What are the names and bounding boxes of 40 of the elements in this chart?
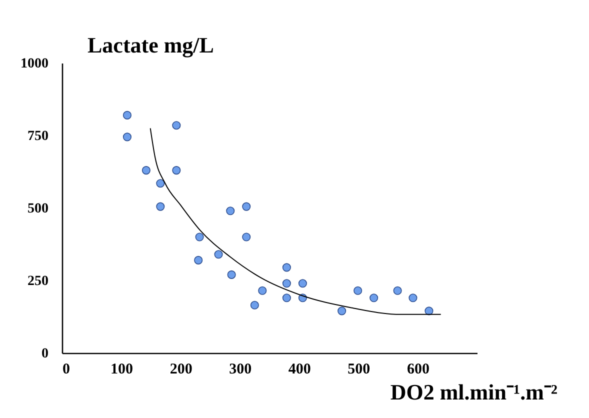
x-tick-label: 500: [348, 362, 370, 378]
point: [258, 286, 267, 295]
point: [142, 166, 150, 175]
point: [156, 179, 165, 188]
x-tick-label: 100: [110, 362, 134, 378]
point: [298, 279, 307, 288]
point: [338, 306, 346, 316]
point: [122, 110, 132, 120]
point: [156, 202, 165, 211]
x-tick-label: 0: [62, 362, 70, 378]
y-tick-label: 0: [42, 346, 48, 362]
x-axis-title: DO2 ml.min⁻¹.m⁻²: [390, 380, 558, 404]
point: [408, 294, 418, 302]
x-tick-label: 200: [170, 362, 192, 378]
point: [195, 232, 204, 242]
point: [282, 279, 291, 288]
x-tick-label: 600: [406, 362, 430, 378]
point: [282, 263, 291, 272]
point: [226, 206, 235, 216]
point: [214, 250, 223, 259]
x-tick-label: 300: [229, 362, 252, 378]
point: [354, 286, 362, 295]
point: [242, 202, 251, 211]
point: [250, 300, 259, 310]
point: [172, 121, 181, 130]
line-series: [150, 128, 442, 315]
x-tick-label: 400: [288, 362, 311, 378]
y-tick-label: 500: [28, 202, 48, 216]
y-tick-label: 250: [28, 274, 48, 289]
point: [370, 294, 378, 302]
y-axis-title: Lactate mg/L: [88, 32, 214, 58]
y-tick-label: 750: [28, 129, 48, 144]
point: [393, 286, 402, 295]
point: [172, 166, 181, 175]
point: [194, 256, 203, 264]
point: [242, 232, 251, 242]
y-tick-label: 1000: [20, 56, 48, 72]
point: [282, 294, 291, 302]
point: [122, 132, 132, 142]
point: [227, 270, 236, 279]
